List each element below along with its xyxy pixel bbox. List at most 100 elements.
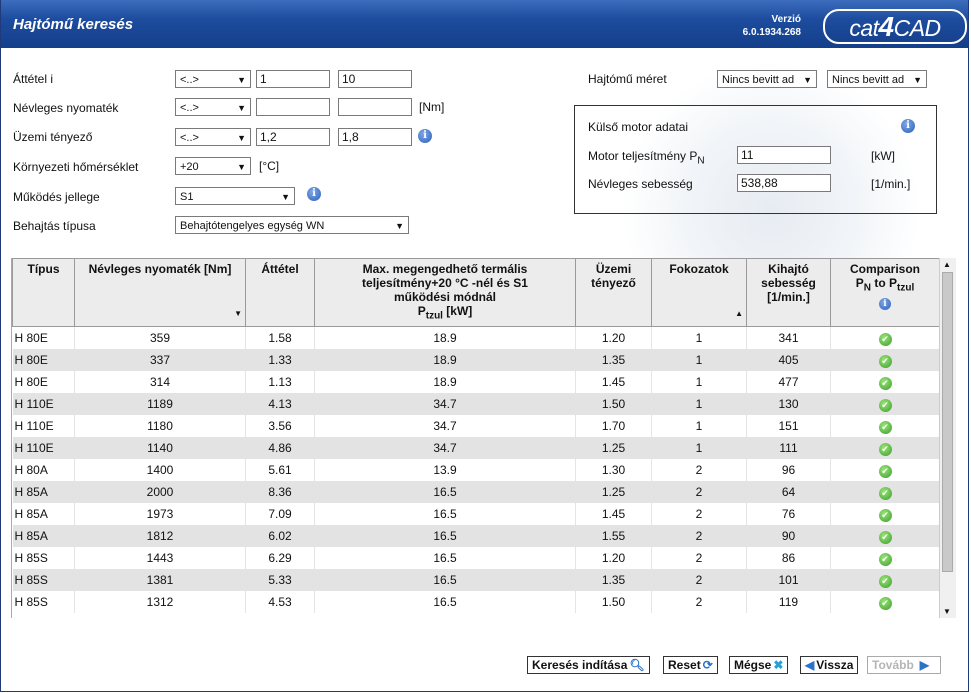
info-icon[interactable]: i xyxy=(307,187,321,201)
chevron-down-icon: ▼ xyxy=(237,103,246,113)
cell-type: H 80E xyxy=(12,371,75,394)
torque-max-input[interactable] xyxy=(338,98,412,116)
operation-mode-select[interactable]: S1 ▼ xyxy=(175,187,295,205)
cell-thermal-power: 16.5 xyxy=(314,525,576,548)
cell-type: H 85S xyxy=(12,569,75,592)
check-ok-icon: ✔ xyxy=(878,376,892,390)
results-grid[interactable]: Típus Névleges nyomaték [Nm] ▼ Áttétel Ma… xyxy=(11,258,939,618)
table-row[interactable]: H 80A 1400 5.61 13.9 1.30 2 96 ✔ xyxy=(12,459,939,482)
info-icon[interactable]: i xyxy=(879,298,891,311)
cell-stages: 1 xyxy=(651,437,747,460)
table-row[interactable]: H 85A 1812 6.02 16.5 1.55 2 90 ✔ xyxy=(12,525,939,548)
cancel-button[interactable]: Mégse ✖ xyxy=(729,656,789,674)
service-factor-min-input[interactable]: 1,2 xyxy=(256,128,330,146)
back-button[interactable]: ◀ Vissza xyxy=(800,656,859,674)
col-header-comparison-p: P xyxy=(855,276,864,290)
col-header-comparison[interactable]: Comparison PN to Ptzul i xyxy=(830,258,939,328)
cell-output-speed: 64 xyxy=(746,481,831,504)
info-icon[interactable]: i xyxy=(901,119,915,133)
cell-service-factor: 1.25 xyxy=(575,481,652,504)
check-ok-icon: ✔ xyxy=(878,596,892,610)
reset-button[interactable]: Reset ⟳ xyxy=(663,656,718,674)
cell-comparison: ✔ xyxy=(830,503,939,526)
cell-stages: 2 xyxy=(651,525,747,548)
version-number: 6.0.1934.268 xyxy=(742,27,801,38)
table-row[interactable]: H 85A 2000 8.36 16.5 1.25 2 64 ✔ xyxy=(12,481,939,504)
col-header-thermal-power-unit: [kW] xyxy=(442,304,473,318)
search-button[interactable]: Keresés indítása 🔍︎ xyxy=(527,656,650,674)
check-ok-icon: ✔ xyxy=(878,574,892,588)
cell-torque: 1812 xyxy=(74,525,246,548)
cell-output-speed: 76 xyxy=(746,503,831,526)
cell-output-speed: 405 xyxy=(746,349,831,372)
motor-speed-unit: [1/min.] xyxy=(871,177,911,191)
motor-speed-input[interactable]: 538,88 xyxy=(737,174,831,192)
cell-comparison: ✔ xyxy=(830,349,939,372)
table-row[interactable]: H 80E 359 1.58 18.9 1.20 1 341 ✔ xyxy=(12,326,939,350)
col-header-output-speed[interactable]: Kihajtó sebesség [1/min.] xyxy=(746,258,831,328)
gearbox-size-select-1[interactable]: Nincs bevitt ad ▼ xyxy=(717,70,817,88)
cell-torque: 2000 xyxy=(74,481,246,504)
service-factor-operator-select[interactable]: <..> ▼ xyxy=(175,128,251,146)
col-header-stages[interactable]: Fokozatok ▲ xyxy=(651,258,747,328)
next-button-label: Tovább xyxy=(872,658,914,672)
cell-stages: 1 xyxy=(651,326,747,350)
table-row[interactable]: H 110E 1189 4.13 34.7 1.50 1 130 ✔ xyxy=(12,393,939,416)
torque-min-input[interactable] xyxy=(256,98,330,116)
cell-service-factor: 1.50 xyxy=(575,393,652,416)
cell-type: H 85A xyxy=(12,481,75,504)
col-header-thermal-power-p: P xyxy=(417,304,426,318)
col-header-thermal-power[interactable]: Max. megengedhető termális teljesítmény+… xyxy=(314,258,576,328)
table-row[interactable]: H 85A 1973 7.09 16.5 1.45 2 76 ✔ xyxy=(12,503,939,526)
ratio-operator-select[interactable]: <..> ▼ xyxy=(175,70,251,88)
table-row[interactable]: H 85S 1381 5.33 16.5 1.35 2 101 ✔ xyxy=(12,569,939,592)
cell-ratio: 4.13 xyxy=(245,393,315,416)
cell-ratio: 7.09 xyxy=(245,503,315,526)
col-header-service-factor[interactable]: Üzemi tényező xyxy=(575,258,652,328)
results-scrollbar[interactable]: ▲ ▼ xyxy=(939,258,956,618)
scrollbar-thumb[interactable] xyxy=(942,272,953,572)
table-header-row: Típus Névleges nyomaték [Nm] ▼ Áttétel Ma… xyxy=(12,258,939,328)
cell-stages: 2 xyxy=(651,547,747,570)
info-icon[interactable]: i xyxy=(418,129,432,143)
table-row[interactable]: H 110E 1140 4.86 34.7 1.25 1 111 ✔ xyxy=(12,437,939,460)
ratio-max-input[interactable]: 10 xyxy=(338,70,412,88)
cell-comparison: ✔ xyxy=(830,415,939,438)
ambient-temp-select[interactable]: +20 ▼ xyxy=(175,157,251,175)
cell-torque: 1180 xyxy=(74,415,246,438)
col-header-ratio[interactable]: Áttétel xyxy=(245,258,315,328)
col-header-comparison-sub: N xyxy=(863,282,872,294)
cell-type: H 80E xyxy=(12,349,75,372)
chevron-down-icon: ▼ xyxy=(913,75,922,85)
service-factor-max-input[interactable]: 1,8 xyxy=(338,128,412,146)
cell-comparison: ✔ xyxy=(830,525,939,548)
cell-output-speed: 119 xyxy=(746,591,831,614)
ratio-min-input[interactable]: 1 xyxy=(256,70,330,88)
scroll-down-icon[interactable]: ▼ xyxy=(943,607,951,616)
torque-operator-select[interactable]: <..> ▼ xyxy=(175,98,251,116)
table-row[interactable]: H 85S 1443 6.29 16.5 1.20 2 86 ✔ xyxy=(12,547,939,570)
motor-power-input[interactable]: 11 xyxy=(737,146,831,164)
col-header-type[interactable]: Típus xyxy=(12,258,75,328)
gearbox-size-select-2[interactable]: Nincs bevitt ad ▼ xyxy=(827,70,927,88)
drive-type-select[interactable]: Behajtótengelyes egység WN ▼ xyxy=(175,216,409,234)
col-header-comparison-sub2: tzul xyxy=(897,282,915,294)
gearbox-size-value-2: Nincs bevitt ad xyxy=(832,74,905,86)
reset-button-label: Reset xyxy=(668,658,701,672)
scroll-up-icon[interactable]: ▲ xyxy=(943,260,951,269)
cell-torque: 359 xyxy=(74,326,246,350)
cell-thermal-power: 34.7 xyxy=(314,415,576,438)
cell-stages: 1 xyxy=(651,415,747,438)
next-button[interactable]: Tovább ▶ xyxy=(867,656,941,674)
cell-type: H 85A xyxy=(12,525,75,548)
cell-ratio: 8.36 xyxy=(245,481,315,504)
table-row[interactable]: H 85S 1312 4.53 16.5 1.50 2 119 ✔ xyxy=(12,591,939,614)
table-row[interactable]: H 110E 1180 3.56 34.7 1.70 1 151 ✔ xyxy=(12,415,939,438)
cell-stages: 2 xyxy=(651,503,747,526)
col-header-torque[interactable]: Névleges nyomaték [Nm] ▼ xyxy=(74,258,246,328)
arrow-right-icon: ▶ xyxy=(919,658,930,672)
cell-ratio: 1.33 xyxy=(245,349,315,372)
close-icon: ✖ xyxy=(773,658,784,672)
table-row[interactable]: H 80E 337 1.33 18.9 1.35 1 405 ✔ xyxy=(12,349,939,372)
table-row[interactable]: H 80E 314 1.13 18.9 1.45 1 477 ✔ xyxy=(12,371,939,394)
